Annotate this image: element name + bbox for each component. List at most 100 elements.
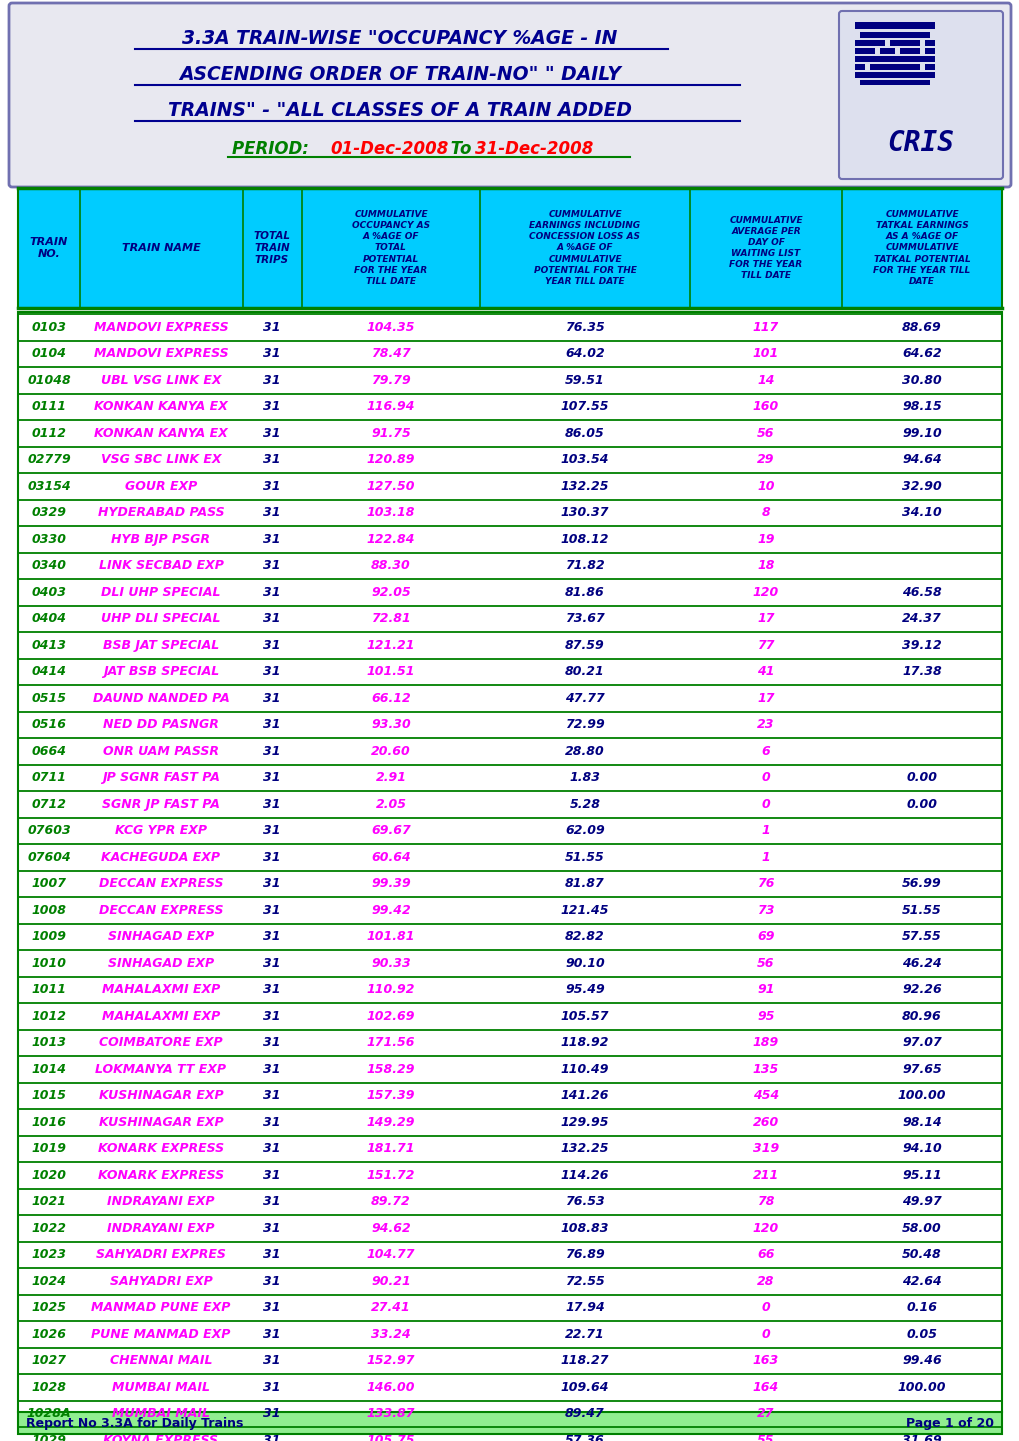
- Text: MUMBAI MAIL: MUMBAI MAIL: [112, 1380, 210, 1393]
- Text: SINHAGAD EXP: SINHAGAD EXP: [108, 957, 214, 970]
- Text: 22.71: 22.71: [565, 1327, 604, 1340]
- Text: 31: 31: [263, 850, 280, 863]
- Text: 0413: 0413: [32, 638, 66, 651]
- Text: 57.36: 57.36: [565, 1434, 604, 1441]
- Text: 03154: 03154: [28, 480, 70, 493]
- Text: 101: 101: [752, 347, 779, 360]
- Text: 14: 14: [756, 373, 774, 386]
- Text: MAHALAXMI EXP: MAHALAXMI EXP: [102, 983, 220, 996]
- Text: 17.38: 17.38: [901, 666, 941, 679]
- Text: 56.99: 56.99: [901, 878, 941, 891]
- Text: 60.64: 60.64: [371, 850, 411, 863]
- Text: 105.75: 105.75: [367, 1434, 415, 1441]
- Text: 89.47: 89.47: [565, 1408, 604, 1421]
- Bar: [841, 187, 1001, 308]
- Text: 23: 23: [756, 718, 774, 731]
- Text: 117: 117: [752, 321, 779, 334]
- Text: 0515: 0515: [32, 692, 66, 705]
- Text: UHP DLI SPECIAL: UHP DLI SPECIAL: [101, 612, 220, 625]
- Text: 71.82: 71.82: [565, 559, 604, 572]
- Bar: [18, 187, 79, 308]
- Text: 100.00: 100.00: [897, 1089, 946, 1102]
- Text: 260: 260: [752, 1115, 779, 1128]
- FancyBboxPatch shape: [839, 12, 1002, 179]
- Text: 18: 18: [756, 559, 774, 572]
- Text: 27.41: 27.41: [371, 1301, 411, 1314]
- Text: 31: 31: [263, 1275, 280, 1288]
- Bar: [879, 48, 894, 53]
- Text: KUSHINAGAR EXP: KUSHINAGAR EXP: [99, 1089, 223, 1102]
- Text: 72.55: 72.55: [565, 1275, 604, 1288]
- Text: 64.02: 64.02: [565, 347, 604, 360]
- Text: 120: 120: [752, 1222, 779, 1235]
- Text: 31: 31: [263, 1327, 280, 1340]
- Text: LOKMANYA TT EXP: LOKMANYA TT EXP: [96, 1063, 226, 1076]
- Text: HYB BJP PSGR: HYB BJP PSGR: [111, 533, 210, 546]
- Text: 59.51: 59.51: [565, 373, 604, 386]
- Text: 73: 73: [756, 904, 774, 916]
- Text: 76: 76: [756, 878, 774, 891]
- Text: 102.69: 102.69: [367, 1010, 415, 1023]
- Text: 104.35: 104.35: [367, 321, 415, 334]
- Text: 105.57: 105.57: [560, 1010, 608, 1023]
- Text: 1013: 1013: [32, 1036, 66, 1049]
- Text: 94.62: 94.62: [371, 1222, 411, 1235]
- Text: ONR UAM PASSR: ONR UAM PASSR: [103, 745, 219, 758]
- Text: 29: 29: [756, 454, 774, 467]
- Text: 108.83: 108.83: [560, 1222, 608, 1235]
- Text: 46.24: 46.24: [901, 957, 941, 970]
- Text: COIMBATORE EXP: COIMBATORE EXP: [99, 1036, 222, 1049]
- Text: 76.35: 76.35: [565, 321, 604, 334]
- Text: 93.30: 93.30: [371, 718, 411, 731]
- Text: 31: 31: [263, 957, 280, 970]
- Text: 1023: 1023: [32, 1248, 66, 1261]
- Text: KACHEGUDA EXP: KACHEGUDA EXP: [102, 850, 220, 863]
- Text: 129.95: 129.95: [560, 1115, 608, 1128]
- Text: 41: 41: [756, 666, 774, 679]
- Text: SAHYADRI EXPRES: SAHYADRI EXPRES: [96, 1248, 226, 1261]
- Text: 90.33: 90.33: [371, 957, 411, 970]
- Text: CRIS: CRIS: [887, 130, 954, 157]
- Text: 78.47: 78.47: [371, 347, 411, 360]
- Text: 39.12: 39.12: [901, 638, 941, 651]
- Text: 31: 31: [263, 506, 280, 519]
- Text: 94.64: 94.64: [901, 454, 941, 467]
- Text: 07604: 07604: [28, 850, 70, 863]
- Bar: [854, 40, 884, 46]
- Text: 120: 120: [752, 585, 779, 599]
- Text: 158.29: 158.29: [367, 1063, 415, 1076]
- Text: HYDERABAD PASS: HYDERABAD PASS: [98, 506, 224, 519]
- Text: CUMMULATIVE
TATKAL EARNINGS
AS A %AGE OF
CUMMULATIVE
TATKAL POTENTIAL
FOR THE YE: CUMMULATIVE TATKAL EARNINGS AS A %AGE OF…: [872, 210, 970, 285]
- Text: 31: 31: [263, 1036, 280, 1049]
- Text: 114.26: 114.26: [560, 1169, 608, 1182]
- Bar: [859, 81, 929, 85]
- Text: 100.00: 100.00: [897, 1380, 946, 1393]
- Text: 1011: 1011: [32, 983, 66, 996]
- Text: 1028: 1028: [32, 1380, 66, 1393]
- Text: 27: 27: [756, 1408, 774, 1421]
- Bar: [924, 40, 934, 46]
- Text: 56: 56: [756, 427, 774, 440]
- Text: 0: 0: [761, 798, 769, 811]
- Text: 31: 31: [263, 1434, 280, 1441]
- Text: 31: 31: [263, 1169, 280, 1182]
- Text: 76.53: 76.53: [565, 1195, 604, 1208]
- Text: 0403: 0403: [32, 585, 66, 599]
- Text: 149.29: 149.29: [367, 1115, 415, 1128]
- Text: 90.21: 90.21: [371, 1275, 411, 1288]
- Text: 51.55: 51.55: [901, 904, 941, 916]
- Text: 34.10: 34.10: [901, 506, 941, 519]
- Text: 146.00: 146.00: [367, 1380, 415, 1393]
- Bar: [854, 56, 934, 62]
- Text: 5.28: 5.28: [569, 798, 600, 811]
- Text: 80.21: 80.21: [565, 666, 604, 679]
- Text: KONKAN KANYA EX: KONKAN KANYA EX: [94, 401, 227, 414]
- Text: 0.00: 0.00: [906, 798, 936, 811]
- Text: 31: 31: [263, 1063, 280, 1076]
- Text: INDRAYANI EXP: INDRAYANI EXP: [107, 1195, 215, 1208]
- Bar: [924, 48, 934, 53]
- Text: DLI UHP SPECIAL: DLI UHP SPECIAL: [101, 585, 220, 599]
- Text: 120.89: 120.89: [367, 454, 415, 467]
- Bar: [854, 63, 864, 71]
- Text: 0330: 0330: [32, 533, 66, 546]
